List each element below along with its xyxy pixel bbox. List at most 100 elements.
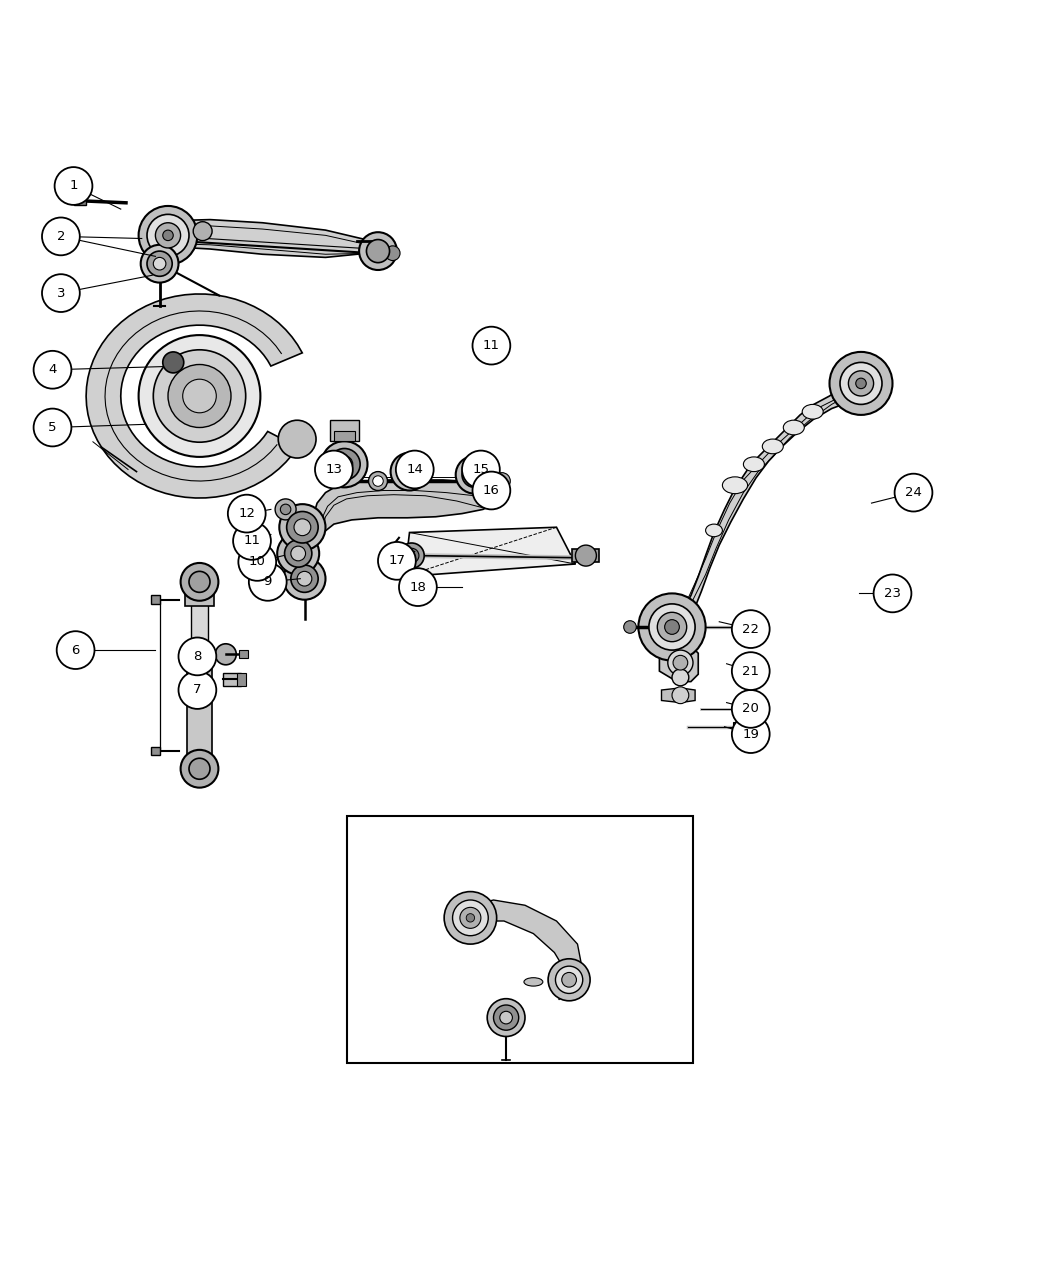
Text: 11: 11: [483, 339, 500, 352]
Circle shape: [291, 546, 306, 561]
Ellipse shape: [802, 404, 823, 419]
Bar: [191, 583, 208, 658]
Circle shape: [672, 687, 689, 704]
Circle shape: [732, 653, 770, 690]
Text: 2: 2: [57, 230, 65, 244]
Circle shape: [181, 750, 218, 788]
Circle shape: [287, 511, 318, 543]
Circle shape: [181, 564, 218, 601]
Circle shape: [732, 611, 770, 648]
Bar: [346, 816, 693, 1063]
Ellipse shape: [706, 524, 722, 537]
Circle shape: [453, 900, 488, 936]
Circle shape: [840, 362, 882, 404]
Polygon shape: [659, 643, 698, 682]
Circle shape: [189, 759, 210, 779]
Circle shape: [285, 539, 312, 567]
Polygon shape: [457, 900, 583, 1000]
Circle shape: [147, 251, 172, 277]
Text: 3: 3: [57, 287, 65, 300]
Text: 14: 14: [406, 463, 423, 476]
Bar: [733, 722, 746, 732]
Text: 18: 18: [410, 580, 426, 594]
Circle shape: [278, 421, 316, 458]
Circle shape: [34, 351, 71, 389]
Circle shape: [297, 571, 312, 587]
Circle shape: [55, 167, 92, 205]
Bar: [223, 673, 242, 686]
Circle shape: [754, 621, 766, 634]
Text: 8: 8: [193, 650, 202, 663]
Circle shape: [403, 465, 416, 478]
Text: 22: 22: [742, 622, 759, 636]
Circle shape: [369, 472, 387, 491]
Text: 21: 21: [742, 664, 759, 677]
Circle shape: [163, 230, 173, 241]
Bar: [74, 196, 86, 205]
Text: 23: 23: [884, 586, 901, 601]
Circle shape: [391, 453, 428, 491]
Text: 10: 10: [249, 556, 266, 569]
Circle shape: [315, 450, 353, 488]
Circle shape: [329, 449, 360, 479]
Circle shape: [732, 690, 770, 728]
Text: 15: 15: [472, 463, 489, 476]
Circle shape: [139, 207, 197, 265]
Circle shape: [672, 669, 689, 686]
Circle shape: [399, 569, 437, 606]
Text: 19: 19: [742, 728, 759, 741]
Bar: [185, 585, 214, 606]
Circle shape: [404, 548, 419, 564]
Circle shape: [284, 557, 326, 599]
Text: 1: 1: [69, 180, 78, 193]
Bar: [737, 705, 748, 713]
Bar: [187, 658, 212, 764]
Text: 20: 20: [742, 703, 759, 715]
Circle shape: [732, 715, 770, 754]
Text: 6: 6: [71, 644, 80, 657]
Bar: [237, 673, 246, 686]
Circle shape: [456, 456, 493, 493]
Circle shape: [397, 459, 422, 484]
Text: 9: 9: [264, 575, 272, 588]
Circle shape: [487, 998, 525, 1037]
Circle shape: [494, 473, 510, 490]
Circle shape: [494, 1005, 519, 1030]
Circle shape: [665, 620, 679, 635]
Circle shape: [366, 240, 390, 263]
Circle shape: [42, 218, 80, 255]
Circle shape: [178, 671, 216, 709]
Bar: [239, 650, 248, 658]
Circle shape: [153, 258, 166, 270]
Circle shape: [280, 504, 291, 515]
Circle shape: [399, 543, 424, 569]
Polygon shape: [662, 380, 869, 641]
Circle shape: [848, 371, 874, 397]
Text: 17: 17: [388, 555, 405, 567]
Circle shape: [373, 476, 383, 486]
Circle shape: [668, 650, 693, 676]
Circle shape: [874, 575, 911, 612]
Ellipse shape: [783, 421, 804, 435]
Circle shape: [359, 232, 397, 270]
Circle shape: [238, 543, 276, 581]
Circle shape: [466, 914, 475, 922]
Circle shape: [472, 326, 510, 365]
Circle shape: [649, 604, 695, 650]
Circle shape: [638, 593, 706, 660]
Circle shape: [294, 519, 311, 536]
Circle shape: [141, 245, 179, 283]
Bar: [330, 421, 359, 441]
Circle shape: [277, 533, 319, 575]
Circle shape: [336, 456, 353, 473]
Circle shape: [378, 542, 416, 580]
Circle shape: [562, 973, 576, 987]
Circle shape: [42, 274, 80, 312]
Circle shape: [548, 959, 590, 1001]
Text: 24: 24: [905, 486, 922, 499]
Circle shape: [321, 441, 368, 487]
Circle shape: [57, 631, 94, 669]
Circle shape: [396, 450, 434, 488]
Circle shape: [279, 504, 326, 551]
Polygon shape: [662, 688, 695, 703]
